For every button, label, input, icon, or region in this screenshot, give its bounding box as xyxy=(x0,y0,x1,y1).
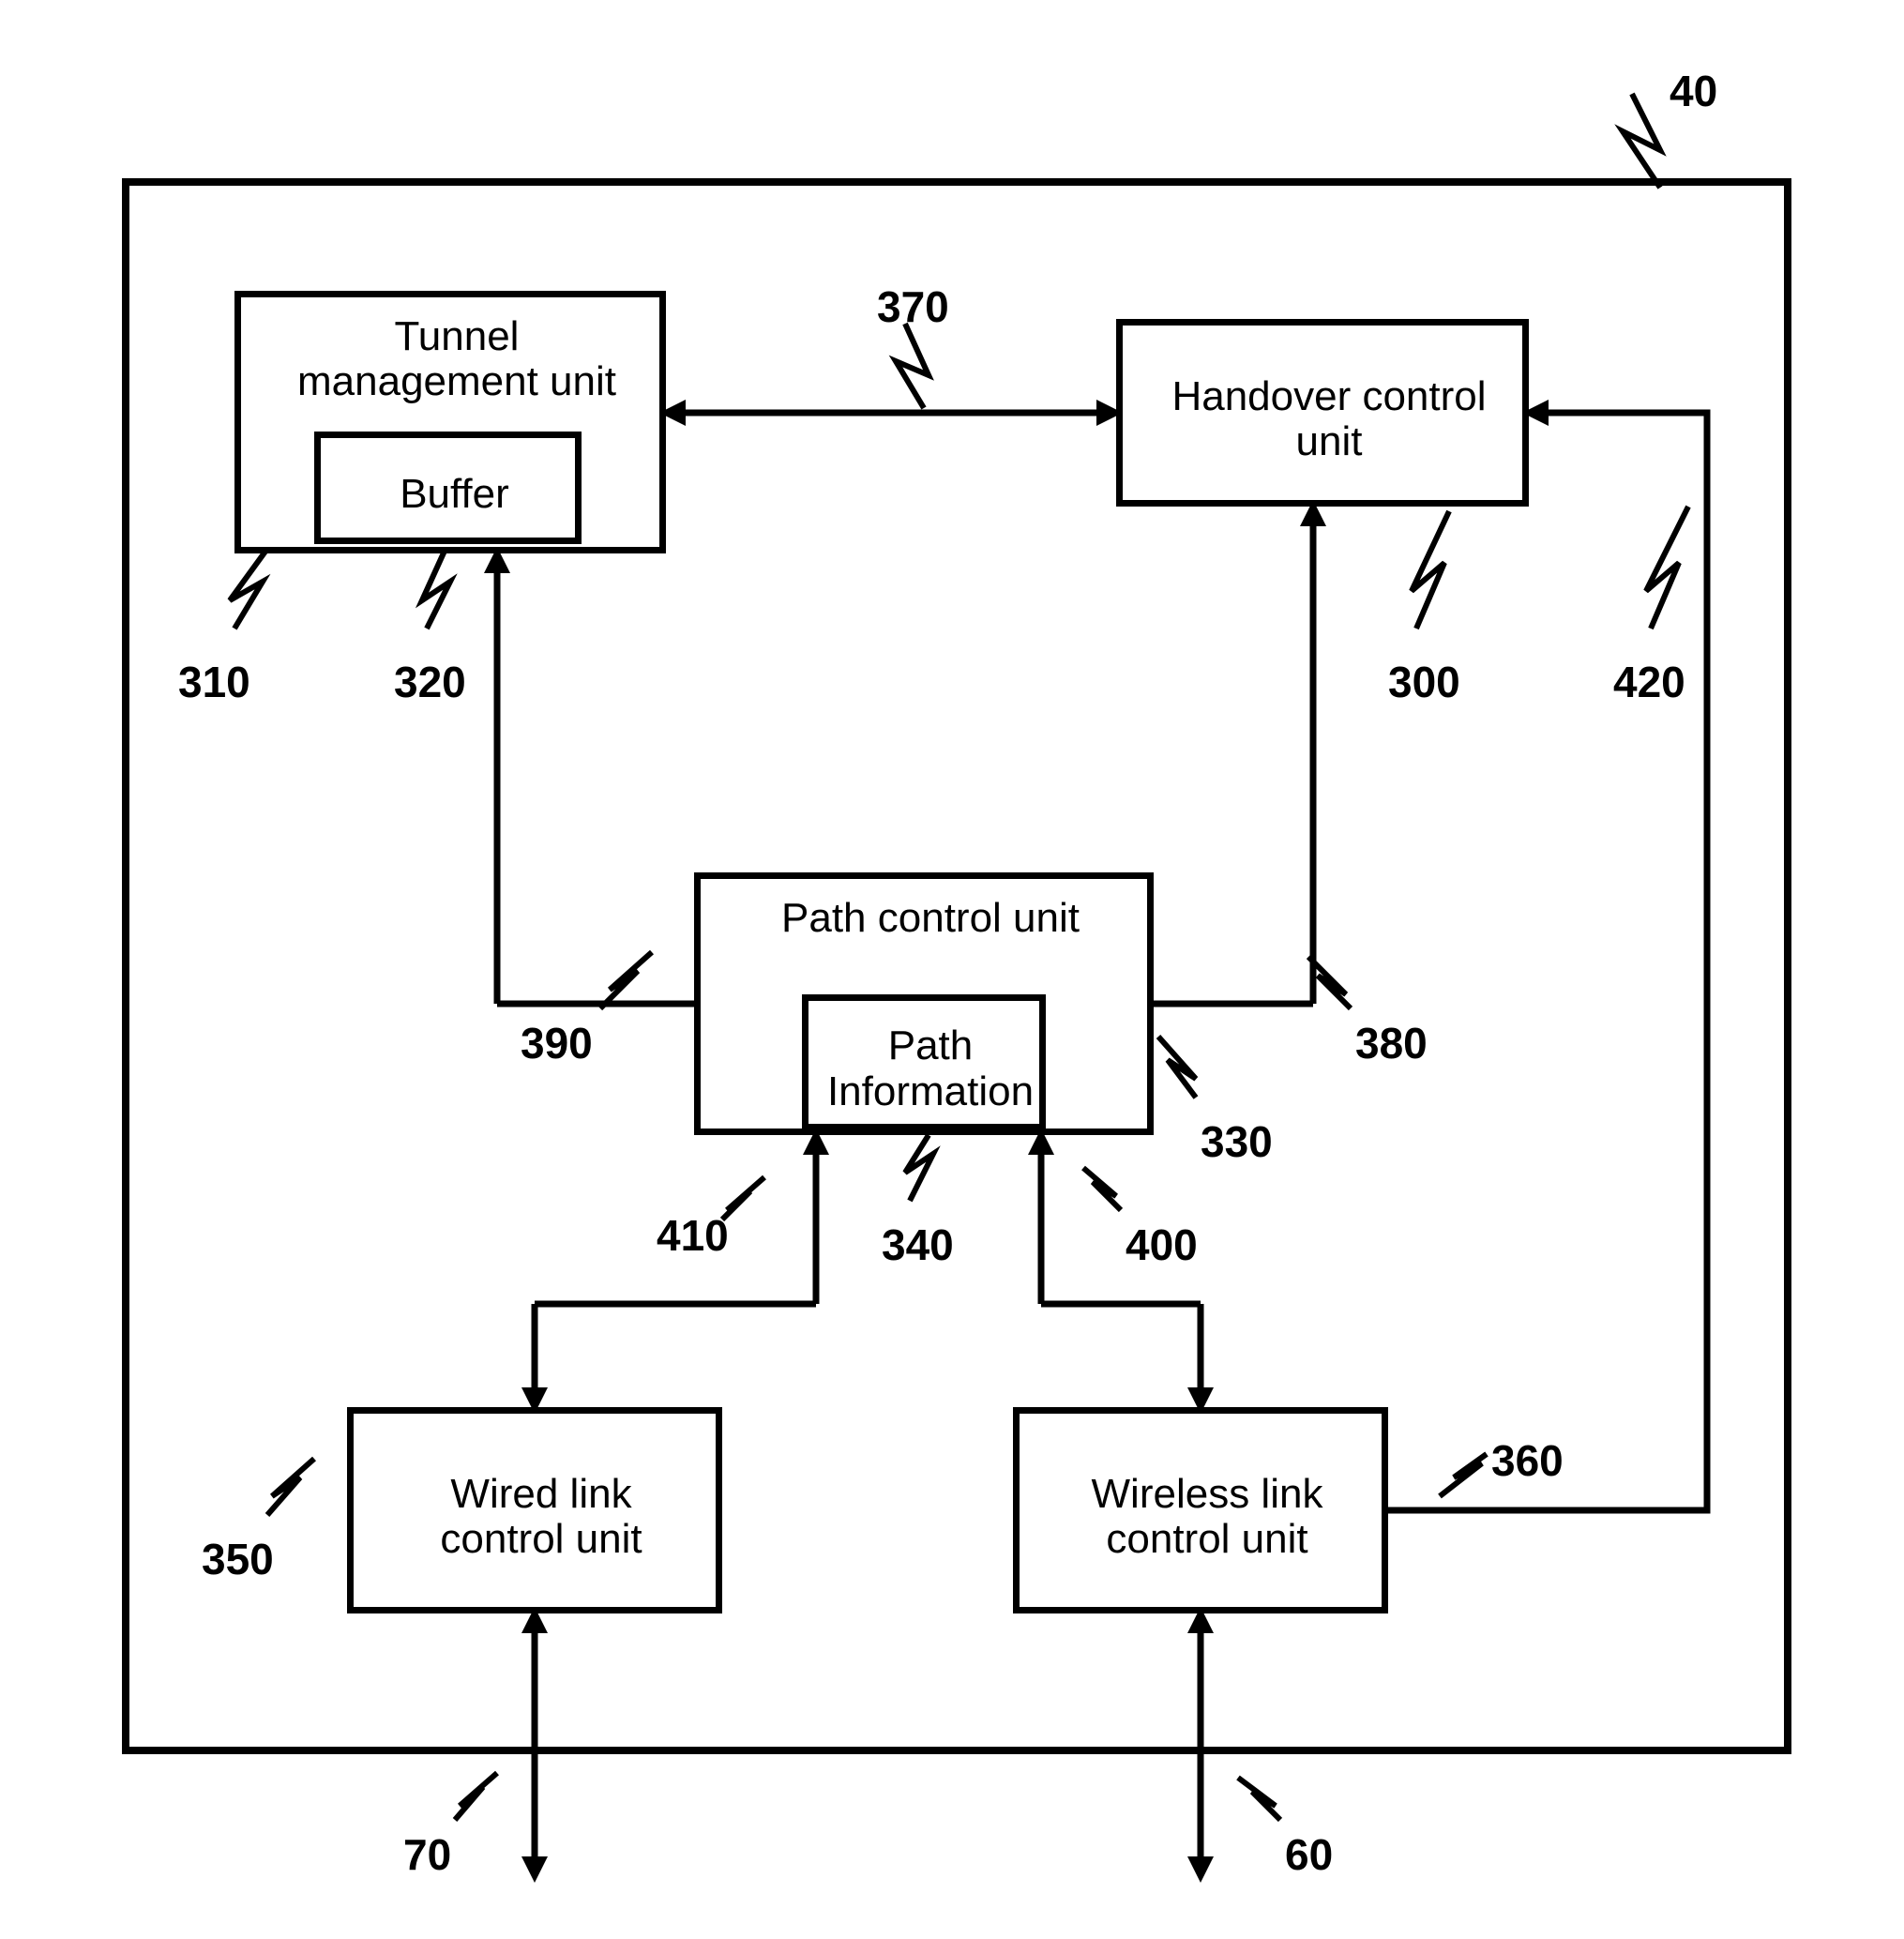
ref-label-380: 380 xyxy=(1355,1018,1428,1068)
ref-label-40: 40 xyxy=(1670,66,1717,116)
ref-label-390: 390 xyxy=(521,1018,593,1068)
ref-label-410: 410 xyxy=(657,1210,729,1261)
node-label: Tunnel management unit xyxy=(241,314,672,405)
node-label: Wired link control unit xyxy=(354,1472,729,1563)
node-label: Path Information xyxy=(808,1023,1052,1114)
node-label: Buffer xyxy=(321,472,588,517)
ref-label-320: 320 xyxy=(394,657,466,707)
node-label: Wireless link control unit xyxy=(1020,1472,1395,1563)
node-wired-link-control: Wired link control unit xyxy=(347,1407,722,1613)
node-path-information: Path Information xyxy=(802,994,1046,1130)
ref-label-330: 330 xyxy=(1201,1116,1273,1167)
ref-label-340: 340 xyxy=(882,1219,954,1270)
node-wireless-link-control: Wireless link control unit xyxy=(1013,1407,1388,1613)
ref-label-60: 60 xyxy=(1285,1829,1333,1880)
ref-label-420: 420 xyxy=(1613,657,1685,707)
ref-label-300: 300 xyxy=(1388,657,1460,707)
ref-label-360: 360 xyxy=(1491,1435,1564,1486)
node-handover-control: Handover control unit xyxy=(1116,319,1529,507)
diagram-stage: Tunnel management unit Buffer Handover c… xyxy=(0,0,1904,1939)
ref-label-70: 70 xyxy=(403,1829,451,1880)
ref-label-350: 350 xyxy=(202,1534,274,1584)
node-buffer: Buffer xyxy=(314,432,582,544)
ref-label-370: 370 xyxy=(877,281,949,332)
node-label: Path control unit xyxy=(701,896,1160,941)
ref-label-310: 310 xyxy=(178,657,250,707)
ref-label-400: 400 xyxy=(1126,1219,1198,1270)
node-label: Handover control unit xyxy=(1123,374,1535,465)
